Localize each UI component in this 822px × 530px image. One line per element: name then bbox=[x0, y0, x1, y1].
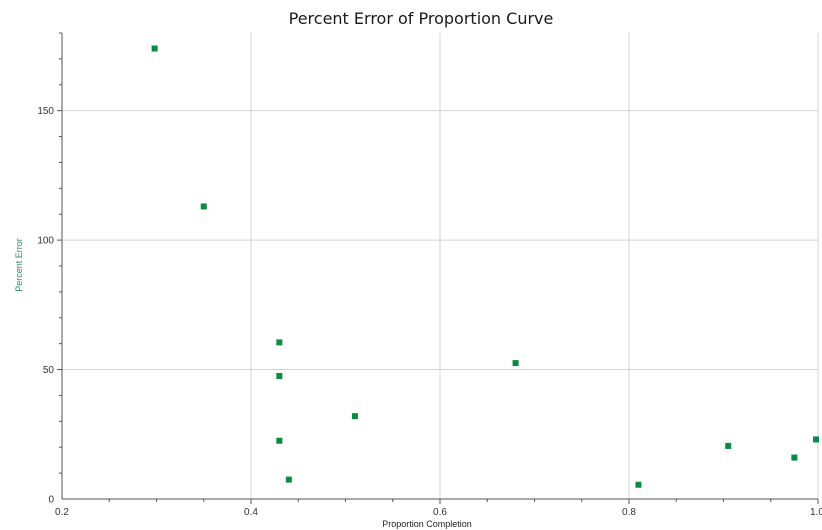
x-axis-label: Proportion Completion bbox=[382, 519, 472, 529]
chart-title: Percent Error of Proportion Curve bbox=[289, 9, 554, 28]
y-tick-label: 100 bbox=[37, 236, 54, 247]
data-point bbox=[276, 437, 283, 444]
x-tick-label: 0.8 bbox=[622, 507, 636, 518]
data-point bbox=[151, 45, 158, 52]
y-tick-label: 150 bbox=[37, 106, 54, 117]
x-tick-label: 0.6 bbox=[433, 507, 447, 518]
axis-ticks: 0 50 100 150 0.2 0.4 0.6 0.8 1.0 bbox=[37, 32, 822, 518]
grid-lines bbox=[62, 33, 819, 499]
data-point bbox=[276, 373, 283, 380]
data-point bbox=[285, 476, 292, 483]
y-tick-label: 50 bbox=[43, 365, 55, 376]
data-point bbox=[200, 203, 207, 210]
data-point bbox=[276, 339, 283, 346]
x-tick-label: 1.0 bbox=[810, 507, 822, 518]
x-tick-label: 0.4 bbox=[244, 507, 258, 518]
data-points bbox=[151, 45, 819, 488]
data-point bbox=[791, 454, 798, 461]
y-axis-label: Percent Error bbox=[14, 238, 24, 292]
x-tick-label: 0.2 bbox=[55, 507, 69, 518]
data-point bbox=[351, 413, 358, 420]
data-point bbox=[635, 481, 642, 488]
data-point bbox=[512, 360, 519, 367]
data-point bbox=[725, 442, 732, 449]
y-tick-label: 0 bbox=[48, 495, 54, 506]
data-point bbox=[813, 436, 819, 443]
